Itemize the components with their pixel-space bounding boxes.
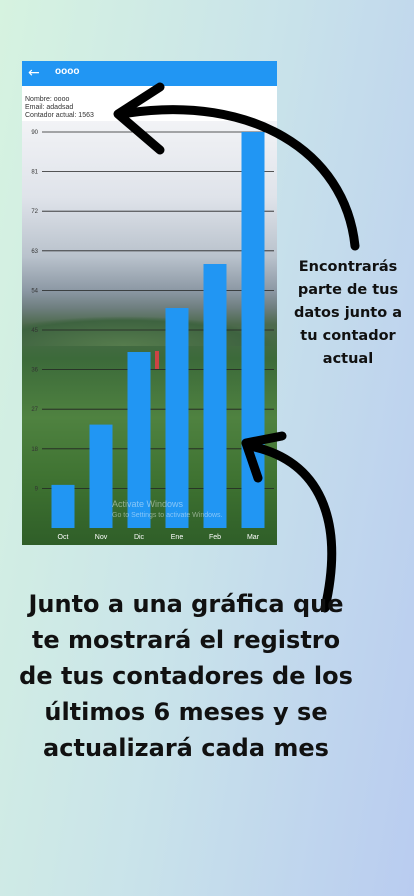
app-bar: ← oooo <box>22 61 277 86</box>
watermark-subtitle: Go to Settings to activate Windows. <box>112 512 223 519</box>
y-tick-label: 18 <box>31 447 38 453</box>
curved-arrow-to-chart <box>245 441 337 613</box>
curved-arrow-to-info <box>123 105 360 251</box>
x-tick-label: Oct <box>58 534 69 541</box>
bar-ene <box>165 308 189 528</box>
y-tick-label: 63 <box>31 249 38 255</box>
user-name-line: Nombre: oooo <box>25 96 70 103</box>
watermark-title: Activate Windows <box>112 499 184 509</box>
x-tick-label: Ene <box>171 534 184 541</box>
antenna-tower <box>155 351 159 369</box>
app-bar-title: oooo <box>55 66 80 77</box>
y-tick-label: 72 <box>31 209 38 215</box>
y-tick-label: 81 <box>31 170 38 176</box>
arrowhead-top <box>113 82 165 155</box>
chart-caption-text: Junto a una gráfica que te mostrará el r… <box>19 590 353 762</box>
hill-shape <box>22 316 277 346</box>
bar-feb <box>203 264 227 528</box>
arrowhead-bottom <box>241 431 287 483</box>
bar-oct <box>51 484 75 528</box>
y-tick-label: 27 <box>31 407 38 413</box>
bar-mar <box>241 132 265 528</box>
bar-dic <box>127 352 151 528</box>
x-tick-label: Feb <box>209 534 221 541</box>
x-tick-label: Dic <box>134 534 145 541</box>
bar-nov <box>89 424 113 528</box>
windows-activation-watermark: Activate Windows Go to Settings to activ… <box>112 499 223 521</box>
x-tick-label: Nov <box>95 534 108 541</box>
y-tick-label: 90 <box>31 130 38 136</box>
bar-chart: 9 18 27 36 45 54 63 72 81 90 Oct Nov Dic Ene Feb Mar <box>31 130 274 541</box>
user-info-block: Nombre: oooo Email: adadsad Contador act… <box>25 96 94 120</box>
y-tick-label: 54 <box>31 288 38 294</box>
x-tick-label: Mar <box>247 534 260 541</box>
arrow-left-icon[interactable]: ← <box>28 65 40 81</box>
user-counter-line: Contador actual: 1563 <box>25 112 94 119</box>
y-tick-label: 45 <box>31 328 38 334</box>
user-email-line: Email: adadsad <box>25 104 74 111</box>
info-callout-text: Encontrarás parte de tus datos junto a t… <box>293 259 403 367</box>
y-tick-label: 9 <box>35 486 39 492</box>
y-tick-label: 36 <box>31 368 38 374</box>
